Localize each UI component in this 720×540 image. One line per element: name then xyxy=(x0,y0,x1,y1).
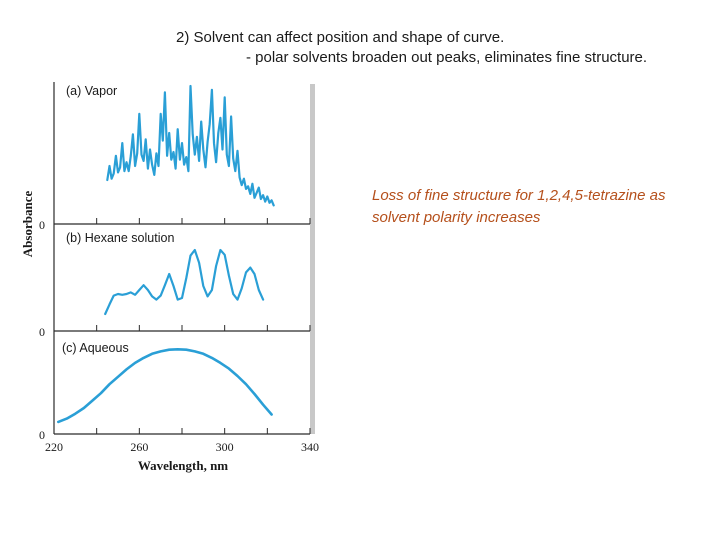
vapor-spectrum-line xyxy=(106,84,275,207)
tick-layer: 220 260 300 340 xyxy=(45,218,319,454)
x-tick-label: 300 xyxy=(216,440,234,454)
y-zero-label-c: 0 xyxy=(39,428,45,442)
panel-label-hexane: (b) Hexane solution xyxy=(66,231,174,245)
x-tick-label: 260 xyxy=(130,440,148,454)
aqueous-spectrum-line xyxy=(57,348,273,424)
series-layer xyxy=(57,84,275,424)
x-tick-label: 340 xyxy=(301,440,319,454)
panel-label-vapor: (a) Vapor xyxy=(66,84,117,98)
y-axis-title: Absorbance xyxy=(20,191,35,258)
heading-line-2: - polar solvents broaden out peaks, elim… xyxy=(246,49,648,66)
figure-frame xyxy=(54,82,310,434)
x-axis-title: Wavelength, nm xyxy=(138,458,228,473)
y-zero-label-b: 0 xyxy=(39,325,45,339)
x-tick-label: 220 xyxy=(45,440,63,454)
panel-label-aqueous: (c) Aqueous xyxy=(62,341,129,355)
heading-line-1: 2) Solvent can affect position and shape… xyxy=(176,29,505,46)
figure-shadow xyxy=(310,84,315,434)
hexane-spectrum-line xyxy=(104,248,265,316)
annotation-note: Loss of fine structure for 1,2,4,5-tetra… xyxy=(372,187,666,226)
y-zero-label-a: 0 xyxy=(39,218,45,232)
